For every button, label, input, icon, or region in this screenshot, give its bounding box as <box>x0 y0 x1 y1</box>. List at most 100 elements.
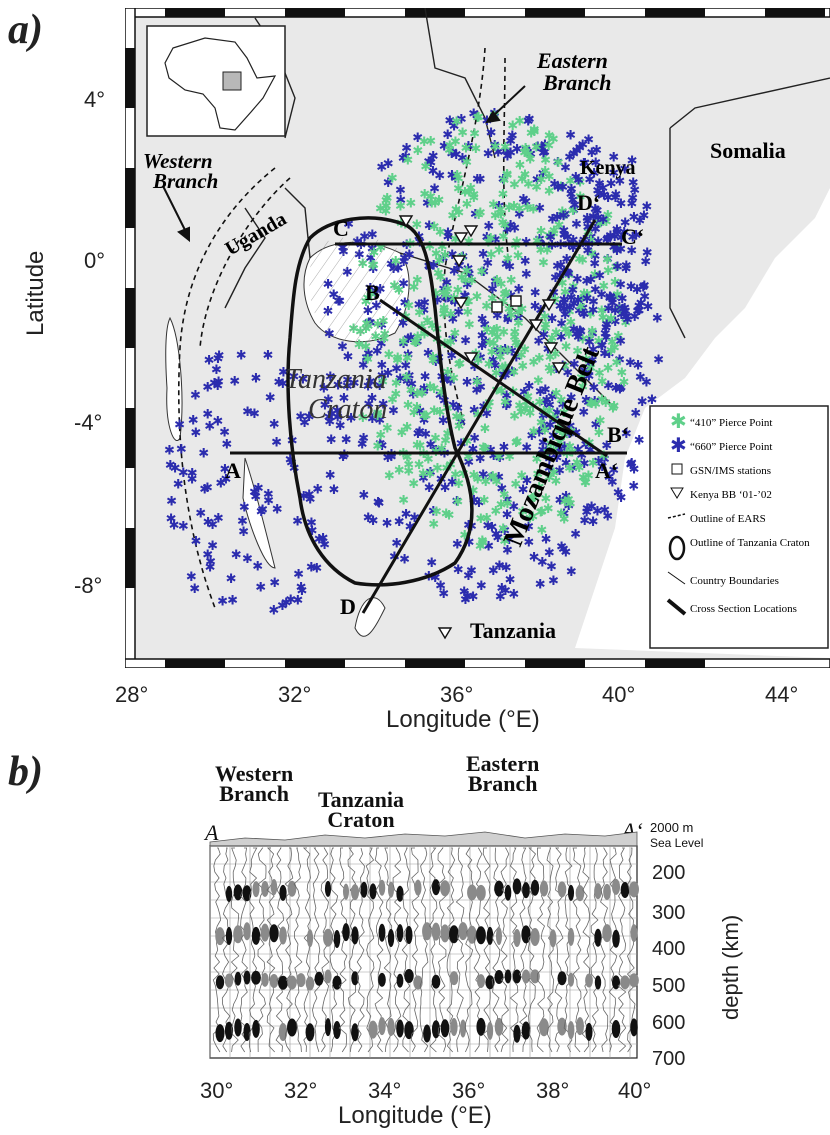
pierce-point-star: ✱ <box>399 551 410 566</box>
pierce-point-star: ✱ <box>473 207 484 222</box>
pierce-point-star: ✱ <box>475 205 486 220</box>
pierce-point-star: ✱ <box>538 255 549 270</box>
section-end-a: A <box>205 820 219 845</box>
pierce-point-star: ✱ <box>603 190 614 205</box>
pierce-point-star: ✱ <box>571 327 582 342</box>
pierce-point-star: ✱ <box>570 527 581 542</box>
pierce-point-star: ✱ <box>565 496 576 511</box>
pierce-point-star: ✱ <box>278 365 289 380</box>
pierce-point-star: ✱ <box>273 375 284 390</box>
pierce-point-star: ✱ <box>565 128 576 143</box>
lat-tick-minus8: -8° <box>74 573 103 598</box>
pierce-point-star: ✱ <box>585 307 596 322</box>
pierce-point-star: ✱ <box>511 234 522 249</box>
pierce-point-star: ✱ <box>520 141 531 156</box>
pierce-point-star: ✱ <box>535 384 546 399</box>
pierce-point-star: ✱ <box>587 323 598 338</box>
pierce-point-star: ✱ <box>447 474 458 489</box>
pierce-point-star: ✱ <box>496 277 507 292</box>
pierce-point-star: ✱ <box>599 188 610 203</box>
pierce-point-star: ✱ <box>286 455 297 470</box>
section-d-end-label: D‘ <box>577 190 600 215</box>
pierce-point-star: ✱ <box>403 397 414 412</box>
pierce-point-star: ✱ <box>547 389 558 404</box>
pierce-point-star: ✱ <box>252 559 263 574</box>
lat-tick-4: 4° <box>84 87 106 112</box>
pierce-point-star: ✱ <box>460 184 471 199</box>
pierce-point-star: ✱ <box>607 335 618 350</box>
section-d <box>361 219 597 614</box>
pierce-point-star: ✱ <box>625 355 636 370</box>
pierce-point-star: ✱ <box>476 578 487 593</box>
pierce-point-star: ✱ <box>447 168 458 183</box>
pierce-point-star: ✱ <box>473 353 484 368</box>
pierce-point-star: ✱ <box>525 152 536 167</box>
pierce-point-star: ✱ <box>576 448 587 463</box>
pierce-point-star: ✱ <box>414 305 425 320</box>
pierce-point-star: ✱ <box>457 150 468 165</box>
pierce-point-star: ✱ <box>536 224 547 239</box>
pierce-point-star: ✱ <box>489 322 500 337</box>
pierce-point-star: ✱ <box>582 210 593 225</box>
pierce-point-star: ✱ <box>483 235 494 250</box>
pierce-point-star: ✱ <box>596 392 607 407</box>
pierce-point-star: ✱ <box>444 138 455 153</box>
pierce-point-star: ✱ <box>514 206 525 221</box>
pierce-point-star: ✱ <box>281 595 292 610</box>
pierce-point-star: ✱ <box>377 368 388 383</box>
pierce-point-star: ✱ <box>420 427 431 442</box>
pierce-point-star: ✱ <box>599 452 610 467</box>
pierce-point-star: ✱ <box>374 378 385 393</box>
pierce-point-star: ✱ <box>614 302 625 317</box>
pierce-point-star: ✱ <box>411 335 422 350</box>
pierce-point-star: ✱ <box>495 350 506 365</box>
pierce-point-star: ✱ <box>546 559 557 574</box>
pierce-point-star: ✱ <box>477 535 488 550</box>
pierce-point-star: ✱ <box>452 283 463 298</box>
pierce-point-star: ✱ <box>483 538 494 553</box>
pierce-point-star: ✱ <box>440 248 451 263</box>
pierce-point-star: ✱ <box>558 208 569 223</box>
pierce-point-star: ✱ <box>590 248 601 263</box>
pierce-point-star: ✱ <box>555 268 566 283</box>
pierce-point-star: ✱ <box>532 233 543 248</box>
pierce-point-star: ✱ <box>540 420 551 435</box>
pierce-point-star: ✱ <box>586 499 597 514</box>
pierce-point-star: ✱ <box>377 374 388 389</box>
pierce-point-star: ✱ <box>514 114 525 129</box>
pierce-point-star: ✱ <box>518 192 529 207</box>
pierce-point-star: ✱ <box>428 258 439 273</box>
pierce-point-star: ✱ <box>581 352 592 367</box>
pierce-point-star: ✱ <box>532 139 543 154</box>
pierce-point-star: ✱ <box>474 495 485 510</box>
elev-2000m: 2000 m <box>650 820 694 835</box>
pierce-point-star: ✱ <box>509 199 520 214</box>
pierce-point-star: ✱ <box>293 566 304 581</box>
pierce-point-star: ✱ <box>509 177 520 192</box>
pierce-point-star: ✱ <box>598 310 609 325</box>
pierce-point-star: ✱ <box>608 400 619 415</box>
pierce-point-star: ✱ <box>488 448 499 463</box>
pierce-point-star: ✱ <box>520 401 531 416</box>
pierce-point-star: ✱ <box>627 191 638 206</box>
pierce-point-star: ✱ <box>597 459 608 474</box>
region-eastern-line2: Branch <box>467 771 538 796</box>
pierce-point-star: ✱ <box>445 335 456 350</box>
pierce-point-star: ✱ <box>584 335 595 350</box>
pierce-point-star: ✱ <box>570 169 581 184</box>
eastern-branch-label-1: Eastern <box>536 48 608 73</box>
pierce-point-star: ✱ <box>615 277 626 292</box>
pierce-point-star: ✱ <box>523 146 534 161</box>
pierce-point-star: ✱ <box>632 304 643 319</box>
pierce-point-star: ✱ <box>363 510 374 525</box>
pierce-point-star: ✱ <box>419 412 430 427</box>
pierce-point-star: ✱ <box>404 368 415 383</box>
pierce-point-star: ✱ <box>493 144 504 159</box>
pierce-point-star: ✱ <box>505 145 516 160</box>
pierce-point-star: ✱ <box>540 317 551 332</box>
pierce-point-star: ✱ <box>609 340 620 355</box>
legend-item-boundaries: Country Boundaries <box>690 575 779 587</box>
pierce-point-star: ✱ <box>577 253 588 268</box>
pierce-point-star: ✱ <box>361 350 372 365</box>
pierce-point-star: ✱ <box>335 418 346 433</box>
